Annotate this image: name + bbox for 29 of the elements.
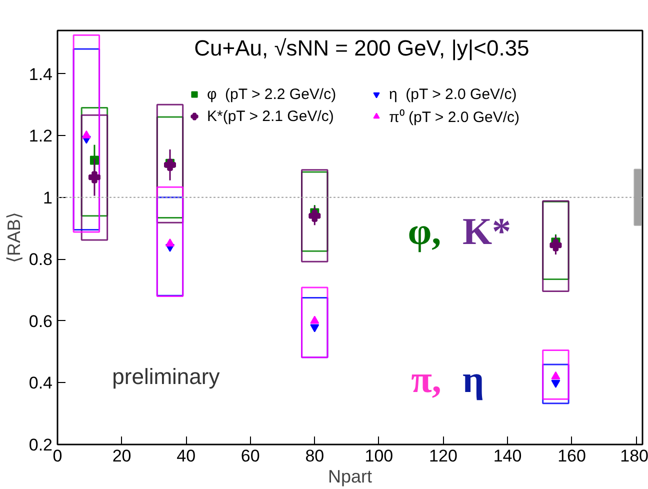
annotation: K* [462,210,512,253]
x-tick-label: 140 [493,446,522,466]
x-tick-label: 20 [112,446,132,466]
annotation: φ, [408,210,442,253]
chart-title: Cu+Au, √sNN = 200 GeV, |y|<0.35 [194,36,530,60]
annotation: π, [411,359,442,402]
legend-label: K*(pT > 2.1 GeV/c) [207,108,335,124]
y-axis-title: ⟨RAB⟩ [4,212,24,264]
y-tick-label: 0.6 [28,312,53,331]
y-tick-label: 0.4 [28,374,53,393]
x-tick-label: 40 [176,446,196,466]
y-tick-label: 0.8 [28,250,53,270]
x-tick-label: 180 [620,446,648,466]
legend-label: φ (pT > 2.2 GeV/c) [207,86,338,102]
y-tick-label: 0.2 [28,436,53,454]
x-axis-title: Npart [328,466,372,486]
annotation: η [462,359,484,402]
y-tick-label: 1 [43,188,53,208]
x-tick-label: 80 [305,446,324,466]
annotation: preliminary [112,364,220,389]
x-tick-label: 100 [364,446,394,466]
x-tick-label: 60 [240,446,260,466]
legend-label: π⁰ (pT > 2.0 GeV/c) [389,108,521,126]
y-tick-label: 1.2 [28,126,53,146]
legend-label: η (pT > 2.0 GeV/c) [389,86,518,102]
x-tick-label: 160 [558,446,586,466]
y-tick-label: 1.4 [28,64,53,84]
x-tick-label: 120 [429,446,458,466]
x-tick-label: 0 [52,446,62,466]
